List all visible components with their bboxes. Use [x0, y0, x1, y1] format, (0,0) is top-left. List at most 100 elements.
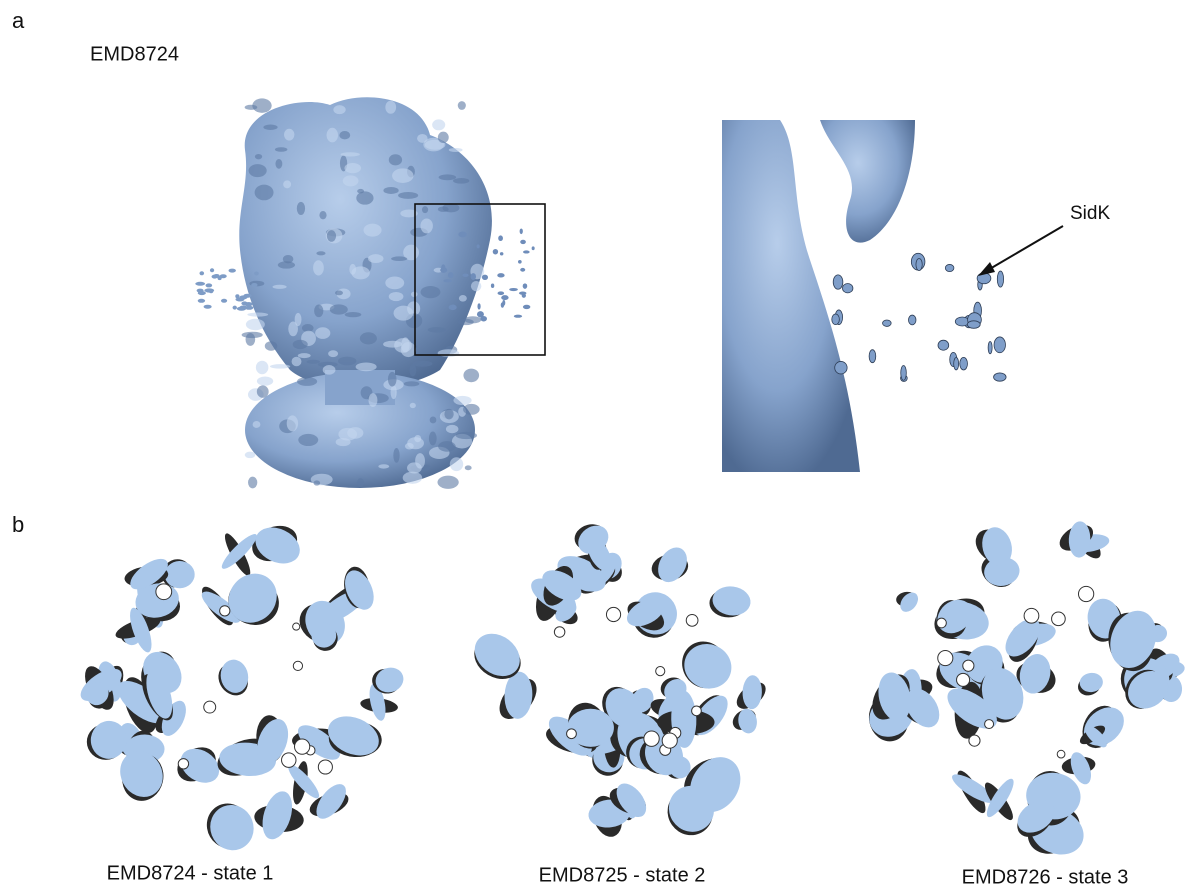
density-texture — [339, 131, 350, 139]
density-texture — [398, 192, 418, 199]
density-texture — [438, 441, 456, 452]
density-speck — [954, 357, 959, 369]
density-texture — [245, 452, 256, 459]
density-texture — [333, 105, 345, 114]
density-texture — [378, 464, 389, 468]
slice-hole — [178, 759, 188, 769]
density-speck — [502, 300, 505, 306]
density-texture — [327, 128, 338, 143]
density-speck — [509, 288, 518, 291]
density-speck — [462, 273, 468, 277]
density-speck — [221, 299, 227, 303]
density-texture — [307, 360, 320, 364]
density-texture — [344, 163, 361, 173]
slice-density — [677, 637, 738, 696]
arrow-head — [978, 262, 995, 276]
slice-hole — [156, 584, 172, 600]
density-texture — [368, 254, 383, 263]
density-texture — [410, 403, 416, 408]
density-texture — [389, 154, 402, 165]
figure: a EMD8724 SidK b EMD8724 - state 1 EMD87… — [0, 0, 1190, 891]
density-texture — [393, 448, 399, 463]
density-speck — [520, 228, 523, 234]
density-speck — [945, 264, 954, 271]
slice-hole — [985, 720, 994, 729]
density-zoom — [722, 120, 860, 472]
density-speck — [498, 291, 505, 295]
density-speck — [501, 295, 508, 300]
density-texture — [275, 147, 287, 152]
density-texture — [313, 260, 324, 275]
density-speck — [908, 315, 915, 325]
density-speck — [833, 275, 843, 289]
density-texture — [391, 385, 397, 399]
density-speck — [209, 289, 214, 293]
density-speck — [198, 291, 206, 295]
density-speck — [523, 305, 530, 309]
density-speck — [251, 283, 257, 287]
density-texture — [463, 404, 480, 415]
slice-hole — [937, 618, 947, 628]
annotation: SidK — [1070, 203, 1110, 224]
density-texture — [421, 286, 441, 298]
density-texture — [459, 295, 467, 302]
density-texture — [449, 148, 463, 152]
density-texture — [335, 290, 343, 295]
density-texture — [403, 472, 423, 484]
density-speck — [477, 303, 480, 309]
density-texture — [314, 305, 323, 318]
density-texture — [391, 256, 407, 261]
density-texture — [415, 453, 425, 469]
density-texture — [437, 476, 458, 489]
slice-hole — [938, 651, 953, 666]
density-texture — [407, 437, 424, 449]
slice-hole — [1052, 612, 1066, 626]
density-texture — [256, 361, 269, 375]
slice-hole — [963, 660, 974, 671]
density-body — [239, 97, 492, 389]
density-texture — [420, 218, 432, 233]
slice-hole — [554, 627, 565, 638]
density-texture — [253, 421, 261, 428]
density-texture — [283, 180, 291, 188]
density-texture — [404, 381, 420, 386]
slice-density — [204, 799, 261, 857]
density-texture — [265, 341, 277, 350]
density-texture — [351, 266, 369, 279]
slice-hole — [220, 606, 230, 616]
panel-label: b — [12, 512, 24, 537]
slice-hole — [293, 623, 300, 630]
density-texture — [315, 327, 330, 339]
arrow-line — [988, 226, 1063, 270]
density-speck — [997, 271, 1003, 287]
slice-density — [567, 709, 614, 747]
slice-hole — [204, 701, 216, 713]
density-texture — [385, 276, 404, 289]
density-texture — [446, 425, 459, 433]
slice-hole — [662, 733, 677, 748]
density-speck — [235, 297, 244, 301]
density-texture — [432, 119, 445, 130]
density-texture — [249, 164, 267, 177]
density-speck — [901, 365, 907, 380]
density-texture — [252, 98, 271, 112]
slice-hole — [1078, 586, 1093, 601]
density-texture — [284, 129, 294, 141]
density-speck — [938, 340, 949, 350]
density-speck — [220, 274, 227, 278]
density-speck — [960, 357, 968, 370]
density-speck — [480, 316, 487, 322]
density-speck — [195, 282, 205, 286]
density-speck — [241, 301, 247, 305]
density-texture — [247, 313, 268, 317]
density-speck — [523, 283, 528, 288]
caption: EMD8725 - state 2 — [539, 864, 706, 886]
sidk-density — [832, 253, 1006, 381]
density-speck — [883, 320, 892, 326]
density-texture — [450, 457, 463, 471]
density-speck — [477, 244, 480, 248]
density-texture — [458, 319, 474, 325]
slice-hole — [1057, 750, 1065, 758]
density-texture — [298, 434, 318, 446]
density-speck — [237, 307, 246, 311]
